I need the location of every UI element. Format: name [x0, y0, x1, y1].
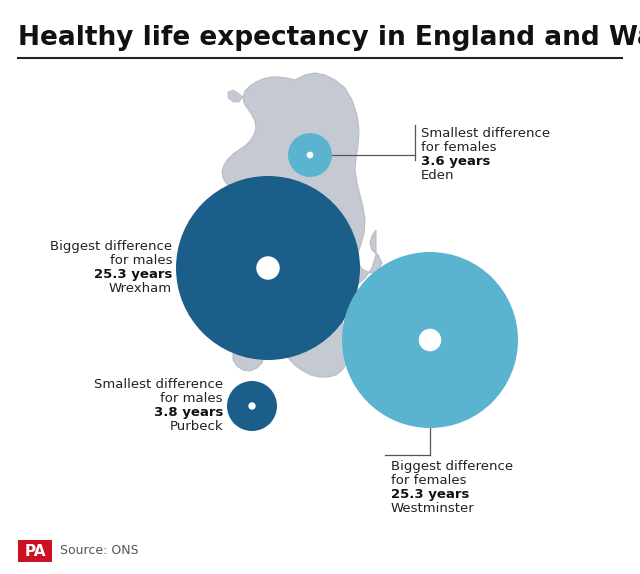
- Text: Biggest difference: Biggest difference: [50, 240, 172, 253]
- Circle shape: [176, 176, 360, 360]
- Text: Smallest difference: Smallest difference: [94, 378, 223, 391]
- Text: Westminster: Westminster: [391, 502, 475, 515]
- Circle shape: [288, 133, 332, 177]
- Text: PA: PA: [24, 544, 45, 559]
- Text: Purbeck: Purbeck: [170, 420, 223, 433]
- Circle shape: [257, 257, 279, 279]
- Text: for males: for males: [161, 392, 223, 405]
- Text: for females: for females: [391, 474, 467, 487]
- Circle shape: [419, 329, 440, 351]
- Circle shape: [307, 152, 312, 158]
- Text: Eden: Eden: [421, 169, 454, 182]
- Circle shape: [249, 403, 255, 409]
- Text: Source: ONS: Source: ONS: [60, 545, 139, 557]
- Circle shape: [342, 252, 518, 428]
- Text: 3.8 years: 3.8 years: [154, 406, 223, 419]
- Circle shape: [227, 381, 277, 431]
- Polygon shape: [207, 73, 382, 377]
- Polygon shape: [194, 290, 210, 304]
- Text: Biggest difference: Biggest difference: [391, 460, 513, 473]
- Text: for females: for females: [421, 141, 497, 154]
- Polygon shape: [228, 90, 243, 102]
- Text: 25.3 years: 25.3 years: [391, 488, 469, 501]
- Text: 3.6 years: 3.6 years: [421, 155, 490, 168]
- Text: Wrexham: Wrexham: [109, 282, 172, 295]
- FancyBboxPatch shape: [18, 540, 52, 562]
- Text: for males: for males: [109, 254, 172, 267]
- Text: Smallest difference: Smallest difference: [421, 127, 550, 140]
- Text: Healthy life expectancy in England and Wales: Healthy life expectancy in England and W…: [18, 25, 640, 51]
- Text: 25.3 years: 25.3 years: [93, 268, 172, 281]
